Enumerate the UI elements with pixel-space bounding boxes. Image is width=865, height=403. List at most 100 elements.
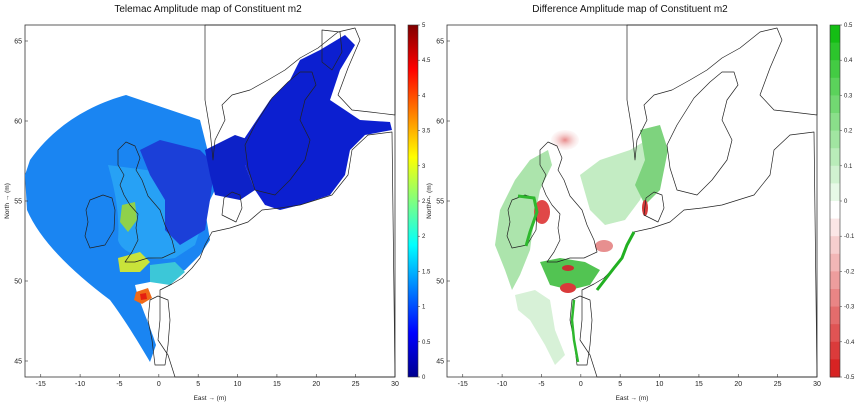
right-red-channel (560, 283, 576, 293)
right-y-tick-label: 55 (436, 199, 444, 206)
left-y-tick-label: 50 (14, 279, 22, 286)
right-x-tick-label: -5 (538, 381, 544, 388)
right-colorbar-ticks: 0.5 0.4 0.3 0.2 0.1 0 -0.1 -0.2 -0.3 -0.4 -0.5 (840, 23, 855, 381)
right-x-tick-label: -10 (497, 381, 507, 388)
right-colorbar-tick-label: -0.3 (844, 305, 855, 311)
right-colorbar-step (830, 95, 840, 114)
left-title: Telemac Amplitude map of Constituent m2 (114, 4, 302, 15)
left-france-west (147, 295, 171, 366)
right-sweden (666, 71, 739, 196)
left-panel: Telemac Amplitude map of Constituent m2 … (4, 4, 431, 402)
right-x-tick-label: 15 (695, 381, 703, 388)
right-colorbar-step (830, 60, 840, 79)
right-colorbar-tick-label: -0.4 (844, 340, 855, 346)
left-ireland (84, 194, 116, 249)
right-colorbar-step (830, 218, 840, 237)
right-coastal-green-rim-continent (595, 231, 636, 291)
left-colorbar-ticks: 0 0.5 1 1.5 2 2.5 3 3.5 4 4.5 5 (418, 23, 431, 381)
left-y-tick-label: 60 (14, 119, 22, 126)
left-x-ticks: -15 -10 -5 0 5 10 15 20 25 30 (36, 374, 399, 388)
left-x-tick-label: 25 (352, 381, 360, 388)
right-colorbar-step (830, 236, 840, 255)
left-sweden (244, 71, 317, 196)
right-colorbar-step (830, 271, 840, 290)
left-colorbar-tick-label: 0.5 (422, 340, 431, 346)
left-x-tick-label: 30 (391, 381, 399, 388)
left-colorbar-tick-label: 0 (422, 375, 426, 381)
right-colorbar-step (830, 165, 840, 184)
left-continent (157, 131, 396, 378)
right-x-tick-label: 25 (774, 381, 782, 388)
right-green-skagerrak (635, 125, 668, 205)
right-coastal-green-rim-france (570, 299, 580, 363)
right-colorbar-tick-label: 0.5 (844, 23, 853, 29)
right-colorbar-step (830, 341, 840, 360)
right-colorbar-step (830, 289, 840, 308)
right-colorbar-step (830, 148, 840, 167)
right-colorbar-step (830, 130, 840, 149)
left-x-tick-label: -15 (36, 381, 46, 388)
left-st-malo-core (140, 293, 147, 300)
left-colorbar-tick-label: 1.5 (422, 269, 431, 275)
left-x-tick-label: 15 (273, 381, 281, 388)
right-green-biscay (515, 290, 565, 365)
right-colorbar-step (830, 183, 840, 202)
left-scandinavia (204, 24, 396, 161)
right-great-britain (539, 141, 598, 263)
right-scandinavia (626, 24, 818, 161)
right-colorbar-step (830, 306, 840, 325)
right-y-axis-label: North → (m) (426, 183, 433, 219)
right-y-tick-label: 60 (436, 119, 444, 126)
right-colorbar-step (830, 42, 840, 61)
right-denmark (643, 191, 665, 223)
left-x-tick-label: -10 (75, 381, 85, 388)
left-y-tick-label: 55 (14, 199, 22, 206)
right-y-tick-label: 65 (436, 39, 444, 46)
right-colorbar-tick-label: 0.3 (844, 93, 853, 99)
left-colorbar-tick-label: 3 (422, 164, 426, 170)
right-red-irish-sea (534, 200, 550, 224)
left-irish-sea-hotspot (120, 202, 137, 232)
left-x-tick-label: 0 (157, 381, 161, 388)
right-red-shetland (551, 130, 579, 150)
left-x-tick-label: -5 (116, 381, 122, 388)
right-green-shelf-west (495, 150, 552, 290)
right-colorbar-tick-label: 0.1 (844, 164, 853, 170)
right-x-tick-label: 0 (579, 381, 583, 388)
left-north-sea (140, 140, 215, 245)
left-colorbar-tick-label: 1 (422, 305, 426, 311)
right-x-axis-label: East → (m) (616, 395, 649, 402)
right-colorbar-step (830, 77, 840, 96)
left-colorbar-tick-label: 4.5 (422, 58, 431, 64)
left-y-tick-label: 65 (14, 39, 22, 46)
right-colorbar-tick-label: -0.5 (844, 375, 855, 381)
left-colorbar-tick-label: 2 (422, 234, 426, 240)
right-colorbar-tick-label: -0.1 (844, 234, 855, 240)
left-y-axis-label: North → (m) (4, 183, 11, 219)
left-denmark (221, 191, 243, 223)
right-red-bristol (562, 265, 574, 271)
right-colorbar-step (830, 253, 840, 272)
right-colorbar-tick-label: 0.2 (844, 129, 853, 135)
right-red-east-anglia (595, 240, 613, 252)
right-colorbar-tick-label: 0 (844, 199, 848, 205)
right-x-ticks: -15 -10 -5 0 5 10 15 20 25 30 (458, 374, 821, 388)
left-colorbar-tick-label: 4 (422, 93, 426, 99)
left-colorbar-tick-label: 2.5 (422, 199, 431, 205)
right-green-north-sea (580, 135, 665, 225)
right-colorbar (829, 24, 841, 378)
right-y-tick-label: 50 (436, 279, 444, 286)
right-coastal-green-rim (517, 194, 539, 247)
right-y-tick-label: 45 (436, 359, 444, 366)
left-colorbar (407, 24, 419, 378)
left-colorbar-tick-label: 5 (422, 23, 426, 29)
left-x-tick-label: 20 (312, 381, 320, 388)
right-colorbar-step (830, 25, 840, 44)
left-baltic (240, 35, 392, 210)
right-x-tick-label: 5 (618, 381, 622, 388)
left-channel-field (150, 262, 185, 285)
right-colorbar-step (830, 113, 840, 132)
right-y-ticks: 45 50 55 60 65 (436, 39, 450, 366)
left-finland (321, 29, 343, 71)
right-colorbar-tick-label: -0.2 (844, 269, 855, 275)
